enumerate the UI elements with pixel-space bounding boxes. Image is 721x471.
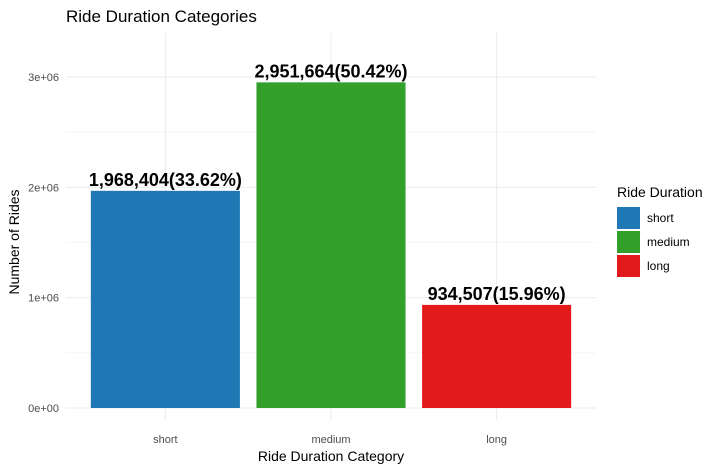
y-tick-label: 1e+06 [28,293,59,305]
legend-title: Ride Duration [617,184,703,200]
y-axis-title: Number of Rides [6,189,22,294]
x-axis-ticks: short medium long [153,434,507,446]
data-label-short: 1,968,404(33.62%) [89,170,242,190]
legend: Ride Duration short medium long [617,184,703,277]
y-tick-label: 0e+00 [28,403,59,415]
y-tick-label: 2e+06 [28,182,59,194]
x-tick-label-medium: medium [311,434,350,446]
data-label-medium: 2,951,664(50.42%) [254,61,407,81]
data-label-long: 934,507(15.96%) [428,284,566,304]
data-labels: 1,968,404(33.62%) 2,951,664(50.42%) 934,50… [89,61,566,304]
legend-label-short: short [647,211,674,225]
bar-long [422,304,572,408]
y-axis-ticks: 0e+00 1e+06 2e+06 3e+06 [28,72,59,415]
bar-short [90,190,240,408]
legend-label-medium: medium [647,235,690,249]
x-tick-label-short: short [153,434,177,446]
legend-label-long: long [647,259,670,273]
y-tick-label: 3e+06 [28,72,59,84]
bars [90,82,572,408]
legend-key-medium [617,231,640,253]
chart-title: Ride Duration Categories [66,7,257,26]
x-tick-label-long: long [486,434,507,446]
legend-key-short [617,207,640,229]
x-axis-title: Ride Duration Category [258,448,404,464]
legend-key-long [617,255,640,277]
bar-medium [256,82,406,408]
